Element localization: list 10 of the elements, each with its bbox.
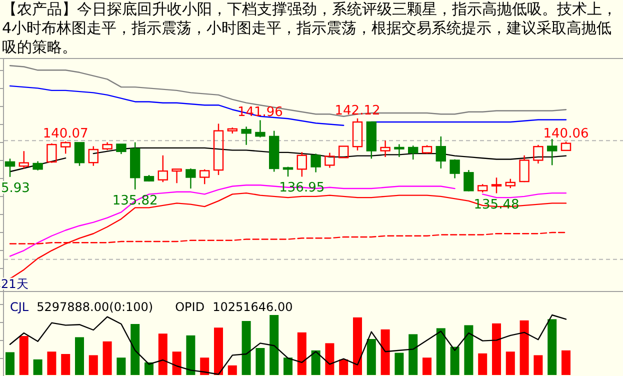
annotation: 5.93: [1, 180, 30, 196]
text: OPID: [175, 300, 205, 314]
text: 5297888.00(0:100): [36, 300, 154, 314]
annotation: 140.06: [543, 126, 589, 142]
text: 10251646.00: [212, 300, 293, 314]
chart-title: 【农产品】今日探底回升收小阳，下档支撑强劲，系统评级三颗星，指示高抛低吸。技术上，4小时布林图走平，指示震荡，小时图走平，指示震荡，根据交易系统提示，建议采取高抛低吸的策略。: [2, 0, 618, 57]
text: CJL: [10, 300, 29, 314]
annotation: 21天: [1, 277, 28, 291]
annotation: 142.12: [334, 103, 380, 118]
annotation: 140.07: [42, 126, 88, 142]
